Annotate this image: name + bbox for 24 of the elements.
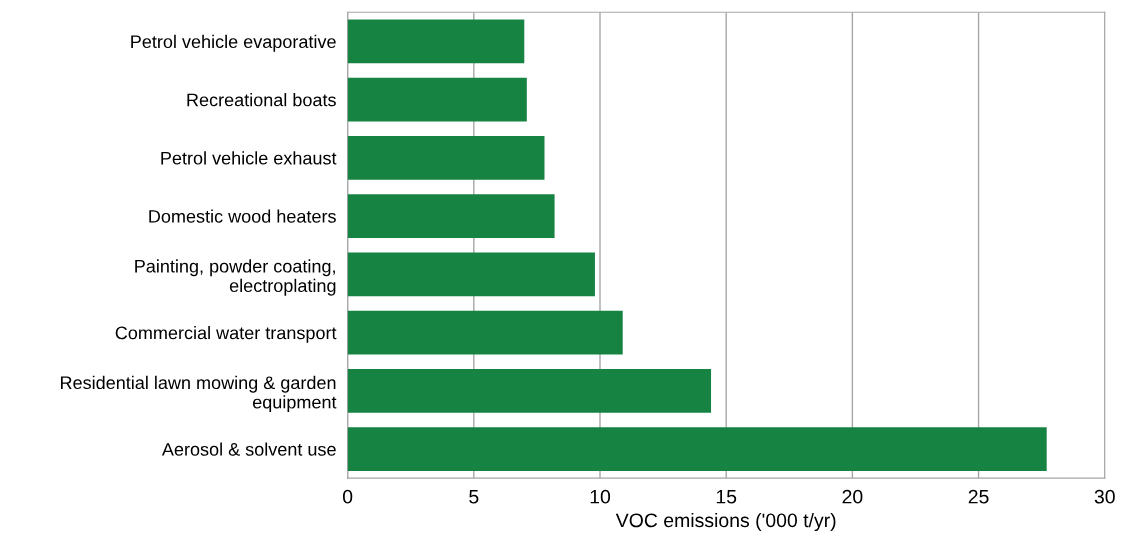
x-tick-label: 30 bbox=[1094, 489, 1115, 504]
x-tick-label: 25 bbox=[968, 489, 989, 504]
bar bbox=[347, 194, 555, 238]
y-tick-label: Recreational boats bbox=[187, 93, 336, 107]
y-tick-label: Commercial water transport bbox=[115, 326, 337, 343]
x-tick-label: 10 bbox=[590, 489, 611, 504]
bar bbox=[347, 19, 525, 64]
x-tick-label: 20 bbox=[842, 489, 863, 504]
x-tick-label: 0 bbox=[342, 489, 353, 504]
bar bbox=[347, 77, 527, 122]
y-tick-label: Petrol vehicle evaporative bbox=[131, 34, 336, 52]
y-tick-label: Petrol vehicle exhaust bbox=[161, 151, 337, 165]
bar bbox=[347, 310, 623, 355]
y-tick-label: Painting, powder coating, electroplating bbox=[135, 259, 336, 296]
bar bbox=[347, 368, 712, 413]
bar bbox=[347, 427, 1047, 471]
y-tick-label: Domestic wood heaters bbox=[149, 209, 336, 223]
bar bbox=[347, 252, 595, 297]
bar bbox=[347, 135, 545, 180]
x-tick-label: 15 bbox=[716, 489, 737, 504]
x-tick-label: 5 bbox=[469, 489, 479, 504]
y-tick-label: Aerosol & solvent use bbox=[161, 442, 336, 456]
y-tick-label: Residential lawn mowing & garden equipment bbox=[61, 375, 337, 413]
x-axis-title: VOC emissions ('000 t/yr) bbox=[615, 512, 836, 532]
